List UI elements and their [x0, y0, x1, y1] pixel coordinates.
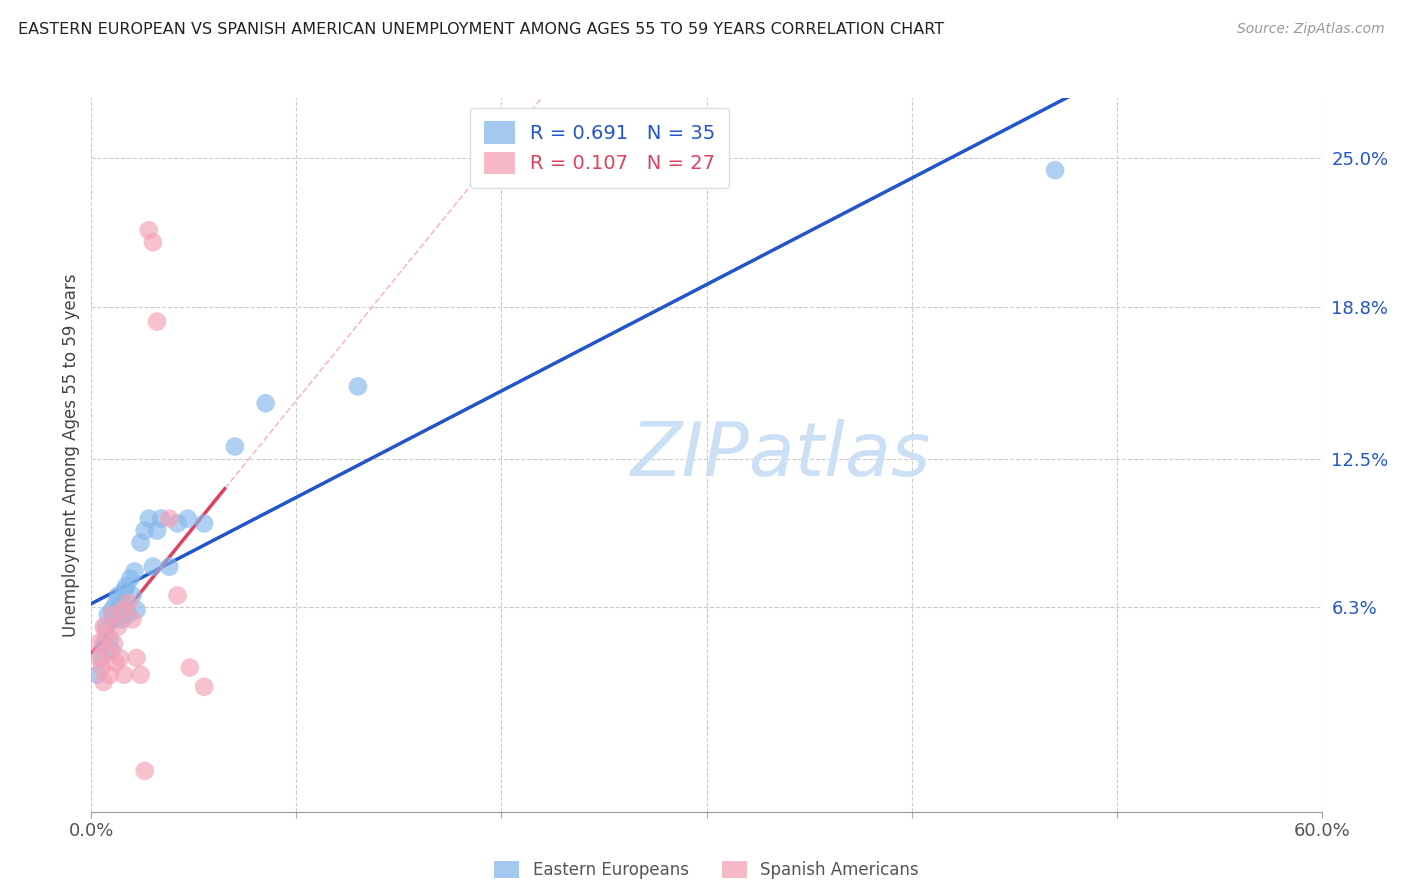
Point — [124, 565, 146, 579]
Point — [90, 660, 112, 674]
Point — [157, 559, 180, 574]
Point — [105, 656, 127, 670]
Point — [150, 511, 173, 525]
Point — [101, 607, 124, 622]
Point — [107, 620, 129, 634]
Point — [93, 675, 115, 690]
Point — [134, 524, 156, 538]
Text: EASTERN EUROPEAN VS SPANISH AMERICAN UNEMPLOYMENT AMONG AGES 55 TO 59 YEARS CORR: EASTERN EUROPEAN VS SPANISH AMERICAN UNE… — [18, 22, 945, 37]
Point — [347, 379, 370, 393]
Point — [90, 651, 112, 665]
Point — [115, 579, 138, 593]
Text: ZIPatlas: ZIPatlas — [630, 419, 931, 491]
Point — [105, 596, 127, 610]
Point — [121, 613, 143, 627]
Point — [101, 644, 124, 658]
Point — [166, 589, 188, 603]
Point — [93, 620, 115, 634]
Point — [97, 644, 120, 658]
Point — [98, 667, 121, 681]
Point — [103, 636, 125, 650]
Point — [112, 583, 135, 598]
Point — [120, 572, 142, 586]
Point — [107, 589, 129, 603]
Point — [112, 667, 135, 681]
Point — [117, 607, 139, 622]
Point — [146, 524, 169, 538]
Point — [179, 660, 201, 674]
Point — [166, 516, 188, 531]
Point — [138, 511, 160, 525]
Point — [108, 600, 131, 615]
Point — [97, 607, 120, 622]
Point — [129, 667, 152, 681]
Text: Source: ZipAtlas.com: Source: ZipAtlas.com — [1237, 22, 1385, 37]
Point — [254, 396, 277, 410]
Point — [101, 603, 124, 617]
Point — [1043, 163, 1066, 178]
Point — [108, 651, 131, 665]
Point — [129, 535, 152, 549]
Y-axis label: Unemployment Among Ages 55 to 59 years: Unemployment Among Ages 55 to 59 years — [62, 273, 80, 637]
Point — [94, 620, 117, 634]
Point — [142, 559, 165, 574]
Legend: Eastern Europeans, Spanish Americans: Eastern Europeans, Spanish Americans — [488, 854, 925, 886]
Point — [193, 680, 215, 694]
Point — [125, 651, 148, 665]
Point — [177, 511, 200, 525]
Point — [157, 511, 180, 525]
Point — [94, 627, 117, 641]
Point — [93, 636, 115, 650]
Point — [98, 632, 121, 646]
Point — [138, 223, 160, 237]
Point — [89, 651, 111, 665]
Point — [111, 596, 134, 610]
Point — [111, 603, 134, 617]
Point — [146, 315, 169, 329]
Point — [117, 596, 139, 610]
Point — [86, 636, 108, 650]
Point — [125, 603, 148, 617]
Point — [224, 440, 246, 454]
Point — [193, 516, 215, 531]
Point — [121, 589, 143, 603]
Point — [103, 613, 125, 627]
Point — [111, 613, 134, 627]
Point — [134, 764, 156, 778]
Point — [86, 667, 108, 681]
Point — [142, 235, 165, 250]
